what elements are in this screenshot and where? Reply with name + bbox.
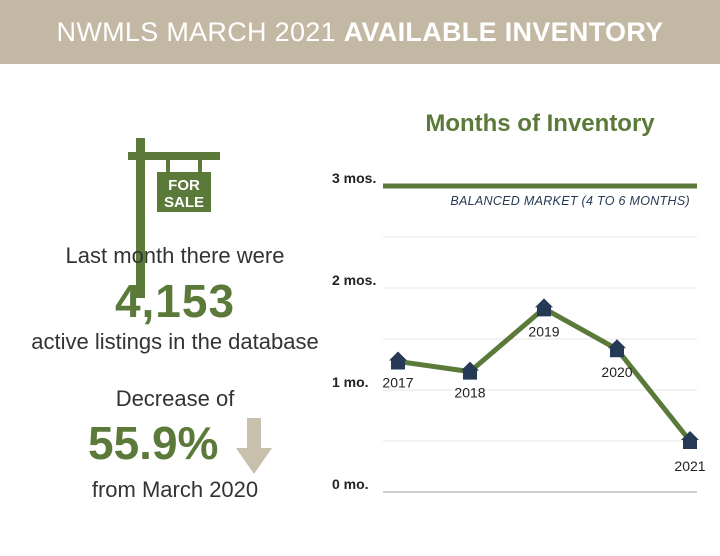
- sign-chain-left: [166, 160, 170, 172]
- listings-count: 4,153: [114, 275, 236, 327]
- data-point-house-marker: [608, 339, 626, 358]
- title-banner: NWMLS MARCH 2021 AVAILABLE INVENTORY: [0, 0, 720, 64]
- change-label: Decrease of: [115, 386, 235, 411]
- sign-chain-right: [198, 160, 202, 172]
- data-point-house-marker: [461, 361, 479, 380]
- sign-text-sale: SALE: [164, 194, 204, 211]
- x-category-label: 2018: [454, 385, 485, 401]
- sign-arm: [128, 152, 220, 160]
- change-period: from March 2020: [91, 477, 259, 502]
- sign-board: [157, 172, 211, 212]
- title-light: NWMLS MARCH 2021: [56, 16, 336, 47]
- for-sale-sign-icon: FOR SALE: [128, 138, 220, 298]
- listings-panel: FOR SALE Last month there were 4,153 act…: [0, 64, 350, 556]
- down-arrow-icon: [236, 418, 272, 474]
- sign-text-for: FOR: [168, 177, 200, 194]
- listings-intro: Last month there were: [65, 243, 285, 268]
- listings-outro: active listings in the database: [31, 329, 319, 354]
- chart-gridlines: [383, 236, 697, 493]
- change-percent: 55.9%: [88, 417, 219, 469]
- chart-reference: BALANCED MARKET (4 TO 6 MONTHS): [383, 183, 697, 208]
- sign-post: [136, 138, 145, 298]
- data-point-house-marker: [681, 431, 699, 449]
- x-category-label: 2020: [601, 364, 632, 380]
- chart-series: [395, 305, 693, 444]
- x-category-label: 2017: [382, 374, 413, 390]
- inventory-line: [395, 305, 693, 444]
- chart-markers: [389, 298, 699, 449]
- title-bold: AVAILABLE INVENTORY: [343, 16, 664, 47]
- page-title: NWMLS MARCH 2021 AVAILABLE INVENTORY: [57, 17, 664, 48]
- change-row: 55.9%: [0, 416, 350, 476]
- chart-x-labels: 2017 2018 2019 2020 2021: [382, 323, 705, 474]
- balanced-market-label: BALANCED MARKET (4 TO 6 MONTHS): [450, 194, 690, 208]
- chart-title: Months of Inventory: [425, 110, 655, 137]
- x-category-label: 2021: [674, 458, 705, 474]
- data-point-house-marker: [389, 351, 407, 370]
- x-category-label: 2019: [528, 323, 559, 339]
- data-point-house-marker: [535, 298, 553, 317]
